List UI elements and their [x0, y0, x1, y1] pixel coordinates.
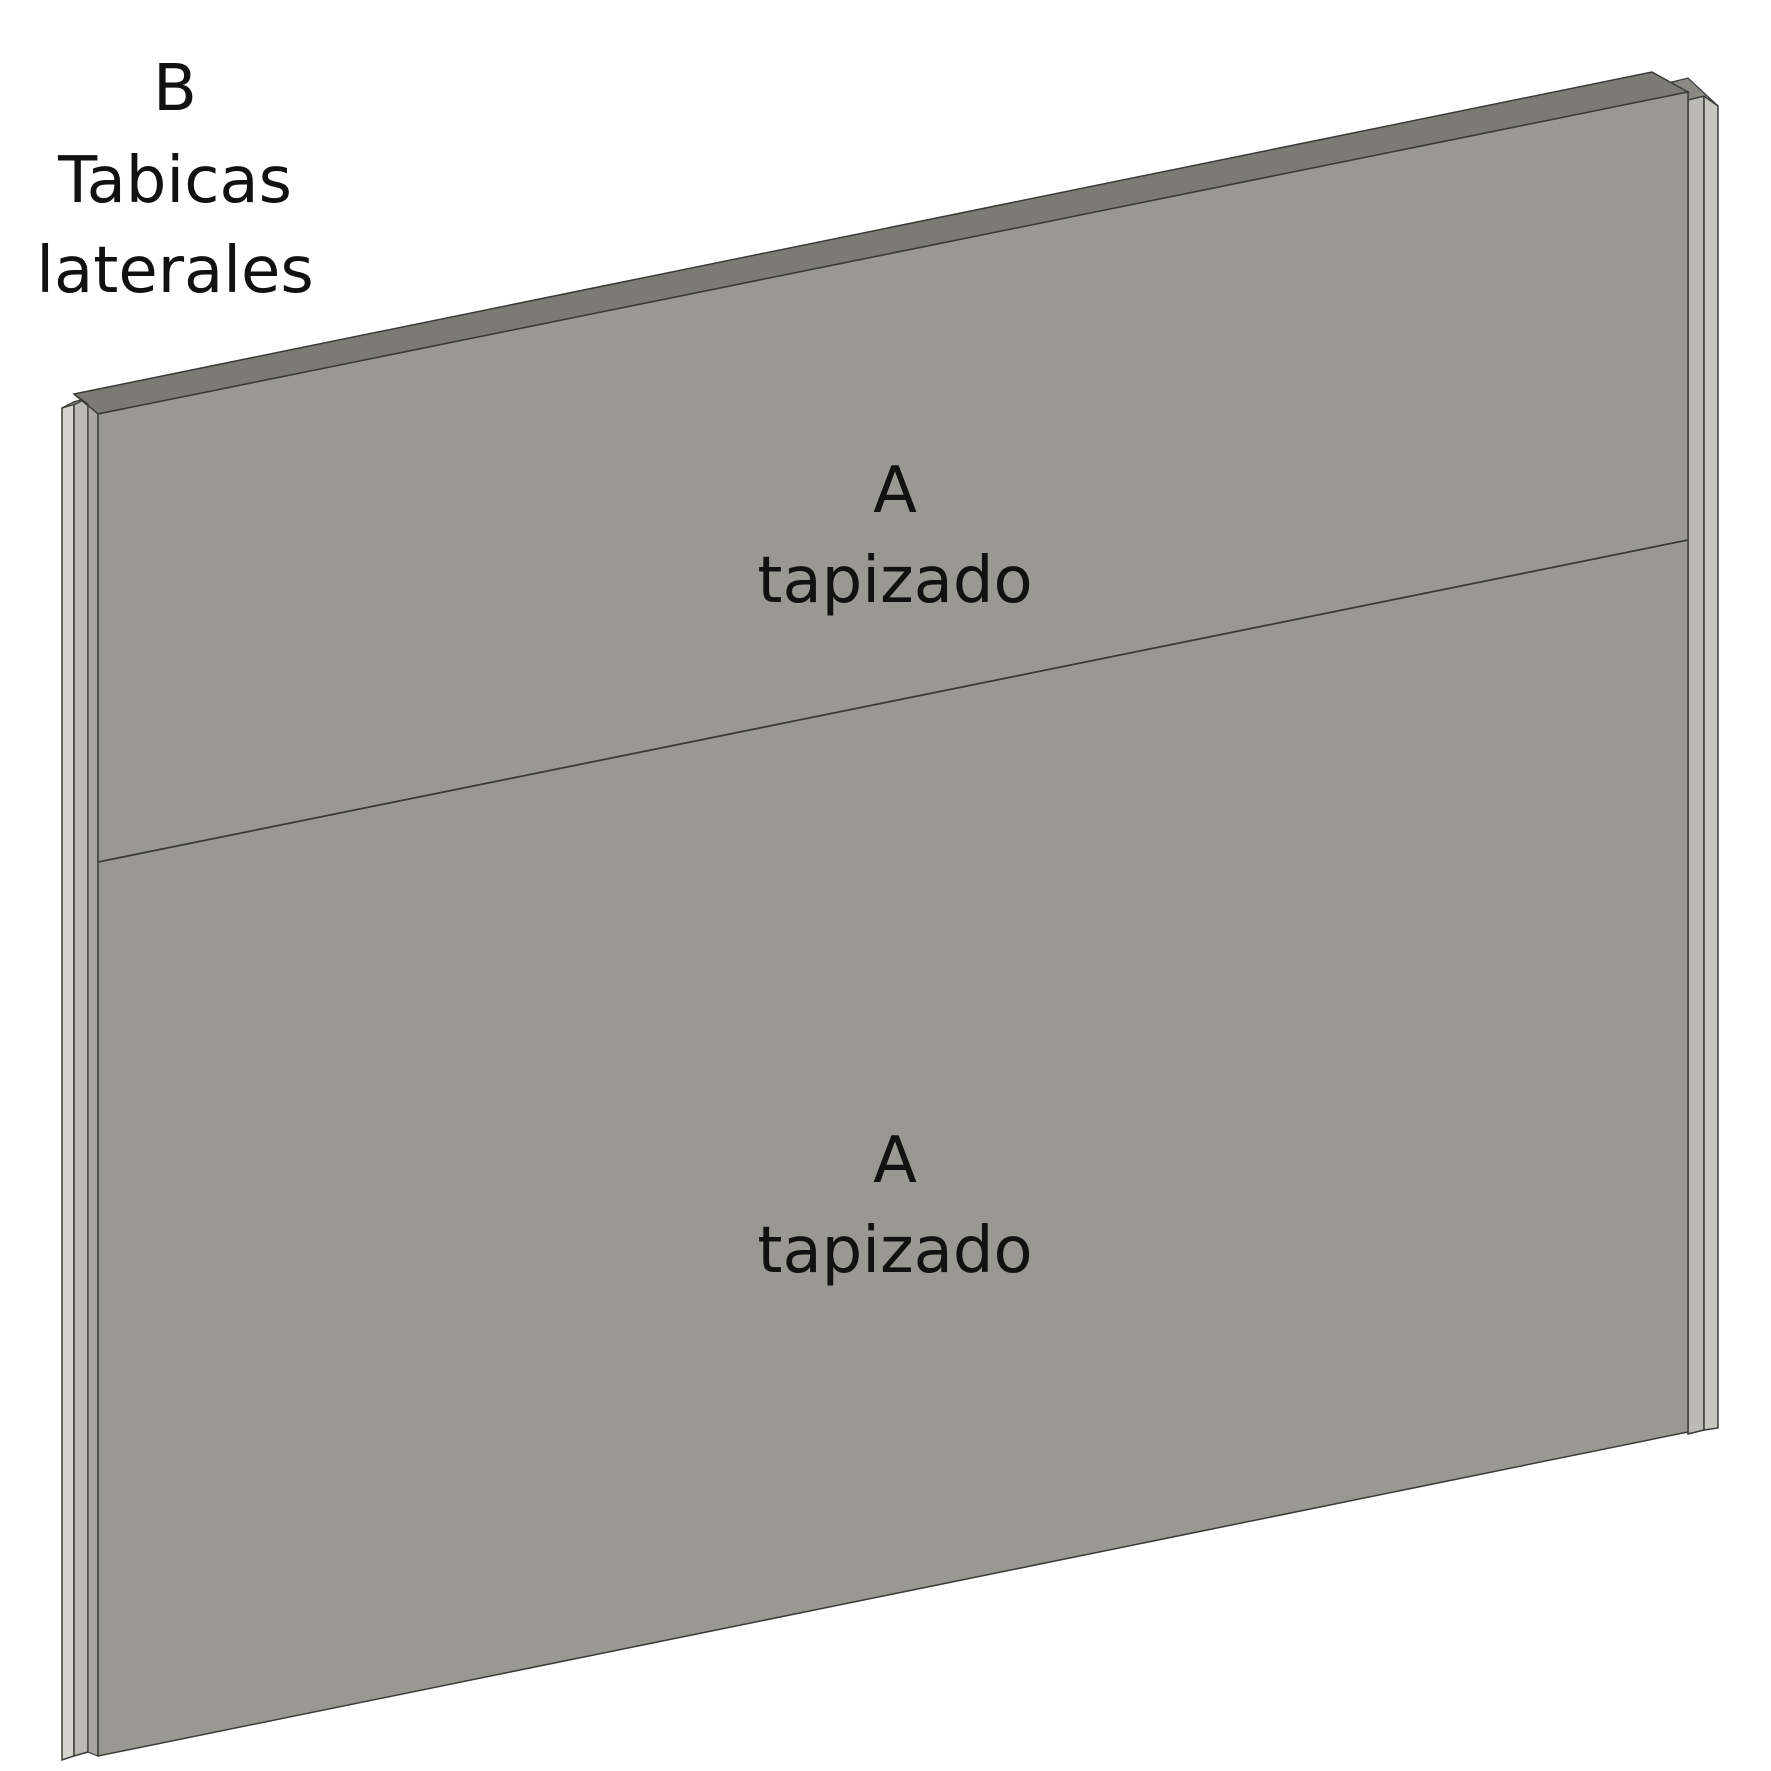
- side-label-line2: laterales: [36, 234, 314, 308]
- lower-panel-letter: A: [873, 1124, 917, 1198]
- upper-panel-letter: A: [873, 454, 917, 528]
- panel-left-edge: [73, 393, 99, 1757]
- left-side-strip: [61, 397, 89, 1762]
- panel-seam-line: [97, 539, 1689, 863]
- side-label-line1: Tabicas: [57, 144, 292, 218]
- side-strip-label: B Tabicas laterales: [36, 52, 314, 308]
- right-strip-front-face: [1687, 95, 1705, 1435]
- right-strip-side-face: [1703, 94, 1719, 1431]
- left-strip-side-face: [61, 400, 75, 1762]
- side-label-letter: B: [153, 52, 197, 126]
- lower-panel-text: tapizado: [757, 1214, 1032, 1288]
- upper-panel-label: A tapizado: [757, 454, 1032, 618]
- lower-panel-label: A tapizado: [757, 1124, 1032, 1288]
- upper-panel-text: tapizado: [757, 544, 1032, 618]
- left-strip-front-face: [73, 397, 89, 1757]
